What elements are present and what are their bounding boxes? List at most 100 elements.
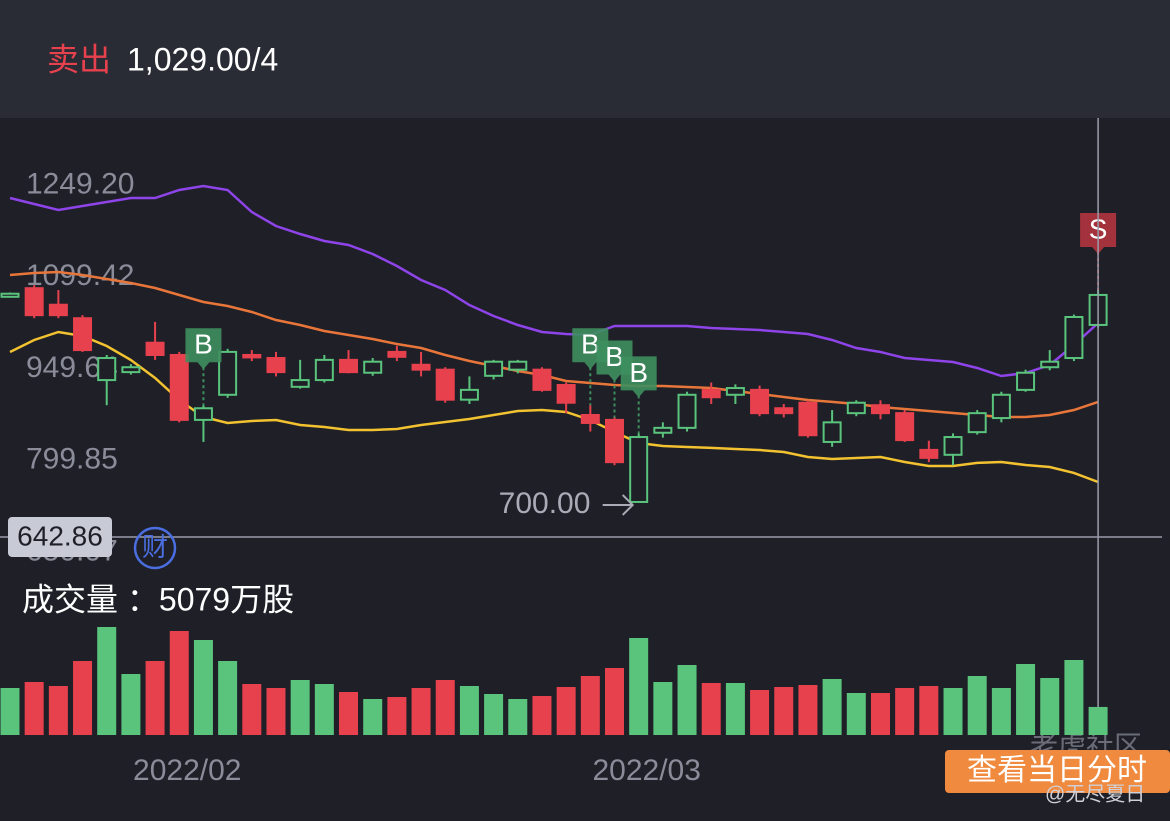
volume-bar	[1016, 664, 1036, 735]
low-arrow	[602, 494, 635, 516]
candle-body	[73, 317, 93, 352]
volume-bar	[919, 686, 939, 735]
volume-bar	[725, 683, 745, 735]
volume-bar	[242, 684, 262, 735]
candle-body	[967, 412, 987, 434]
candle-body	[97, 357, 117, 382]
candle-body	[750, 388, 770, 415]
volume-bar	[798, 685, 818, 735]
author: @无尽夏日	[1045, 783, 1145, 805]
volume-bar	[24, 682, 44, 735]
candle-body	[532, 368, 552, 391]
candle-body	[508, 360, 528, 371]
candle-body	[774, 407, 794, 415]
low-annotation: 700.00	[499, 487, 591, 520]
candle-body	[605, 418, 624, 464]
candle-body	[798, 401, 818, 437]
candle-body	[677, 393, 697, 429]
candle-body	[943, 436, 963, 456]
volume-bar	[314, 684, 334, 735]
candle-body	[895, 412, 915, 442]
volume-bar	[145, 661, 165, 735]
candle-body	[822, 421, 842, 443]
candle-body	[701, 388, 721, 399]
order-action: 卖出	[47, 41, 111, 77]
candle-body	[24, 287, 44, 317]
volume-bar	[411, 688, 431, 735]
band-line	[9, 330, 1099, 484]
candle-body	[387, 350, 407, 358]
crosshair-price: 642.86	[17, 520, 103, 551]
candle-body	[1016, 371, 1036, 391]
candle-body	[48, 303, 68, 317]
y-tick-label: 799.85	[26, 443, 118, 476]
volume-bar	[1064, 660, 1084, 735]
order-quote: 1,029.00/4	[127, 41, 278, 77]
volume-bar	[532, 696, 552, 735]
volume-bar	[363, 699, 383, 735]
badge-label: 财	[142, 532, 168, 562]
candle-body	[242, 353, 262, 359]
volume-bar	[97, 627, 117, 735]
candle-body	[870, 404, 890, 415]
volume-bar	[822, 679, 842, 735]
candle-body	[653, 426, 673, 434]
volume-bar	[653, 682, 673, 735]
candle-body	[580, 413, 600, 424]
volume-bar	[701, 683, 721, 735]
crosshair-price-box	[8, 516, 112, 557]
candle-body	[145, 341, 165, 356]
candle-body	[919, 448, 939, 459]
candle-body	[363, 360, 383, 374]
volume-bar	[459, 686, 479, 735]
intraday-button-label[interactable]: 查看当日分时	[967, 754, 1147, 787]
candle-body	[218, 350, 238, 396]
candle-body	[169, 353, 189, 421]
volume-bar	[266, 688, 286, 735]
volume-label: 成交量 ：5079万股	[22, 581, 294, 617]
signal-label: B	[605, 341, 624, 372]
volume-bar	[48, 686, 68, 735]
volume-bar	[895, 688, 915, 735]
candle-body	[1040, 360, 1060, 369]
y-tick-label: 1249.20	[26, 168, 134, 201]
volume-bar	[750, 690, 770, 735]
volume-bar	[435, 680, 455, 735]
volume-bar	[967, 676, 987, 735]
candle-body	[484, 360, 504, 377]
volume-bar	[121, 674, 141, 735]
volume-bar	[73, 661, 93, 735]
volume-bar	[605, 668, 624, 735]
volume-bar	[169, 631, 189, 735]
x-tick-label: 2022/03	[592, 754, 700, 787]
signal-badge	[620, 356, 657, 398]
volume-bar	[846, 693, 866, 735]
volume-bar	[508, 699, 528, 735]
signal-label: B	[629, 357, 648, 388]
candle-body	[725, 387, 745, 396]
candle-body	[435, 368, 455, 401]
intraday-button[interactable]	[945, 750, 1170, 793]
volume-bar	[387, 697, 407, 735]
candle-body	[121, 366, 141, 374]
band-line	[9, 270, 1099, 419]
band-line	[9, 184, 1099, 378]
badge-ring	[133, 526, 177, 570]
candle-body	[556, 383, 576, 404]
volume-bar	[580, 676, 600, 735]
candle-body	[339, 358, 359, 374]
candle-body	[0, 292, 20, 298]
candle-body	[459, 388, 479, 401]
header-bar	[0, 0, 1170, 118]
candle-body	[1064, 315, 1084, 360]
volume-bar	[218, 661, 238, 735]
signal-badge	[185, 328, 222, 370]
volume-bar	[290, 680, 310, 735]
candle-body	[991, 393, 1011, 420]
volume-bar	[0, 688, 20, 735]
candle-body	[314, 358, 334, 382]
volume-bar	[870, 693, 890, 735]
candle-body	[266, 357, 286, 374]
